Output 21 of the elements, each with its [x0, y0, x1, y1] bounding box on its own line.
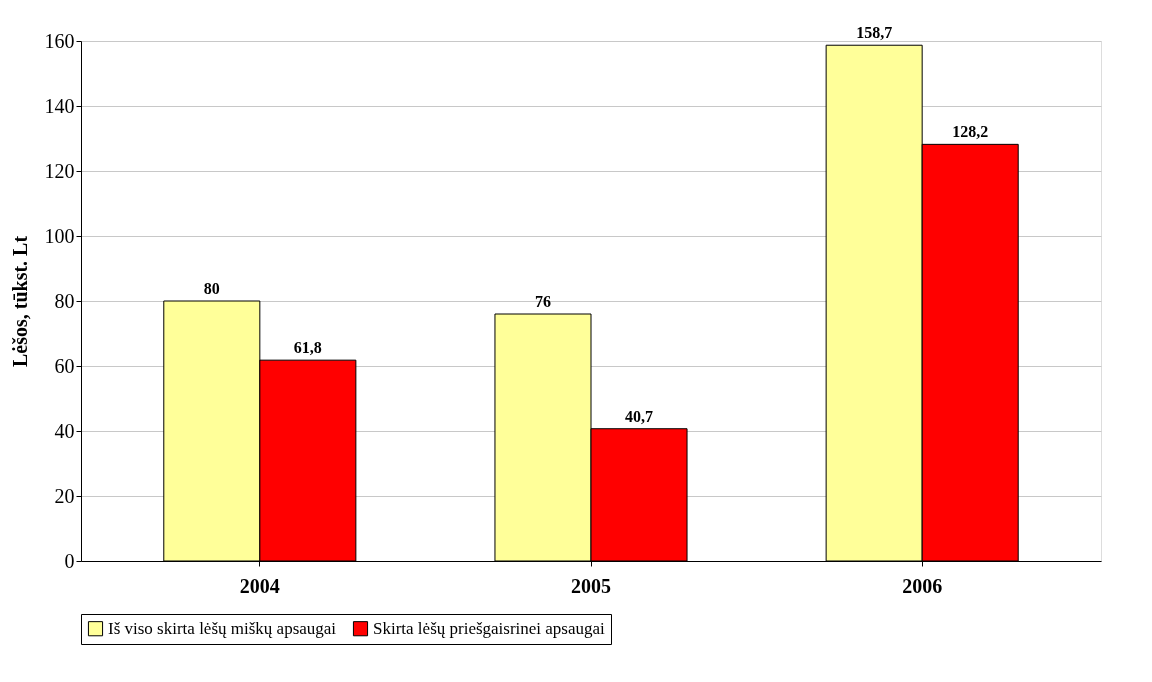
y-tick-label: 140 — [44, 94, 75, 117]
y-tick-label: 40 — [54, 419, 75, 442]
data-label: 61,8 — [293, 339, 322, 357]
y-tick-label: 80 — [54, 289, 75, 312]
data-label: 158,7 — [856, 24, 893, 42]
x-tick-label: 2006 — [902, 574, 943, 597]
y-tick-label: 20 — [54, 484, 75, 507]
y-tick-label: 0 — [64, 549, 75, 572]
legend-label: Iš viso skirta lėšų miškų apsaugai — [108, 618, 337, 638]
x-tick-label: 2004 — [239, 574, 280, 597]
y-axis-title: Lėšos, tūkst. Lt — [8, 235, 31, 368]
data-label: 76 — [534, 293, 551, 310]
x-tick-label: 2005 — [571, 574, 611, 597]
y-tick-label: 100 — [44, 224, 75, 247]
y-tick-label: 60 — [54, 354, 75, 377]
y-tick-label: 160 — [44, 29, 75, 52]
legend-label: Skirta lėšų priešgaisrinei apsaugai — [373, 618, 606, 638]
data-label: 80 — [203, 280, 220, 297]
data-label: 40,7 — [625, 407, 654, 425]
data-label: 128,2 — [952, 123, 989, 141]
y-tick-label: 120 — [44, 159, 75, 182]
